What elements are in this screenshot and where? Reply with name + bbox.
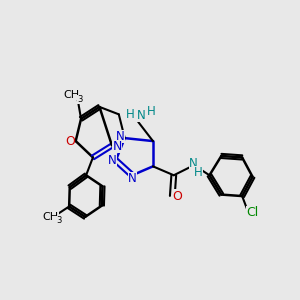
Text: 3: 3 [56,216,62,225]
Text: Cl: Cl [246,206,259,219]
Text: N: N [116,130,125,143]
Text: H: H [194,167,203,179]
Text: O: O [65,135,75,148]
Text: N: N [137,109,146,122]
Text: N: N [128,172,136,185]
Text: CH: CH [63,90,79,100]
Text: N: N [189,158,197,170]
Text: N: N [108,154,117,167]
Text: H: H [147,106,156,118]
Text: O: O [173,190,183,202]
Text: 3: 3 [77,95,82,104]
Text: H: H [126,108,135,121]
Text: N: N [112,140,122,153]
Text: CH: CH [42,212,58,222]
